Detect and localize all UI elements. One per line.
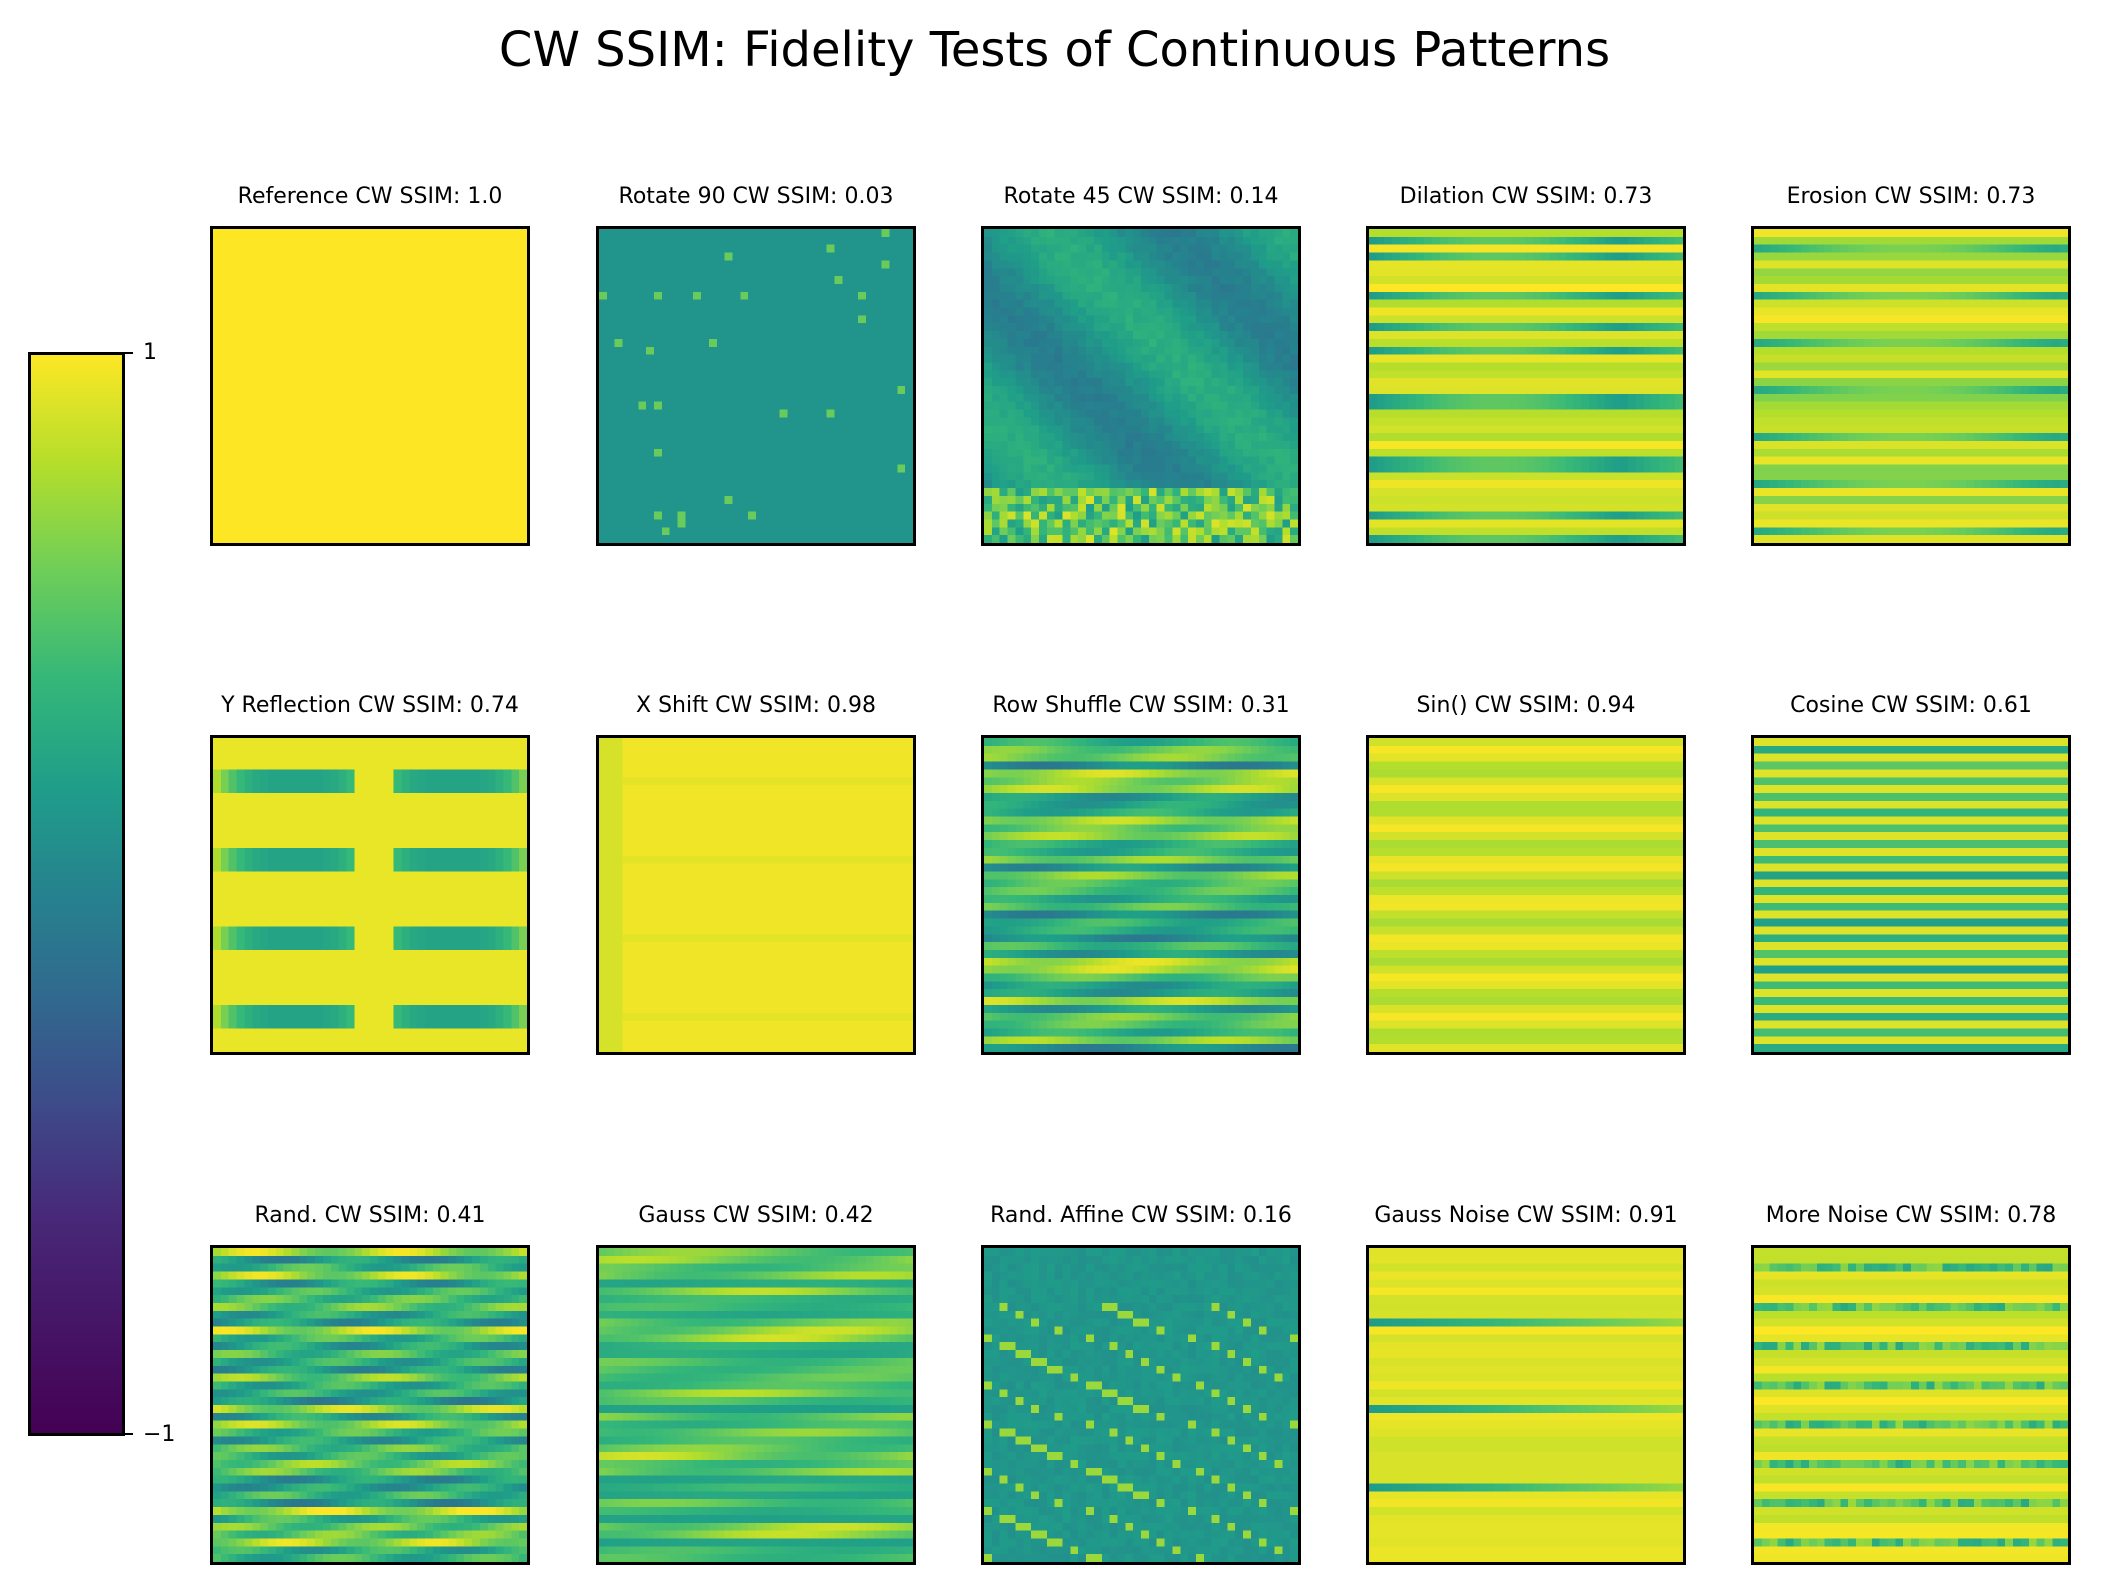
panel-title: Y Reflection CW SSIM: 0.74: [221, 693, 519, 718]
heatmap-image: [599, 738, 913, 1052]
heatmap-panel: [210, 226, 530, 546]
heatmap-panel: [981, 735, 1301, 1055]
panel-title: Sin() CW SSIM: 0.94: [1416, 693, 1636, 718]
heatmap-panel: [1366, 226, 1686, 546]
colorbar: [28, 352, 125, 1436]
heatmap-panel: [596, 1245, 916, 1565]
panel-title: Cosine CW SSIM: 0.61: [1790, 693, 2032, 718]
panel-title: Rand. CW SSIM: 0.41: [254, 1203, 486, 1228]
figure-title: CW SSIM: Fidelity Tests of Continuous Pa…: [498, 22, 1611, 78]
panel-title: Erosion CW SSIM: 0.73: [1786, 184, 2036, 209]
heatmap-panel: [1751, 226, 2071, 546]
heatmap-image: [1754, 229, 2068, 543]
panel-title: Dilation CW SSIM: 0.73: [1399, 184, 1653, 209]
heatmap-image: [984, 738, 1298, 1052]
heatmap-image: [213, 738, 527, 1052]
heatmap-panel: [1751, 1245, 2071, 1565]
heatmap-image: [599, 229, 913, 543]
heatmap-image: [1754, 738, 2068, 1052]
panel-title: X Shift CW SSIM: 0.98: [636, 693, 876, 718]
panel-title: Rand. Affine CW SSIM: 0.16: [990, 1203, 1292, 1228]
panel-title: Gauss Noise CW SSIM: 0.91: [1374, 1203, 1678, 1228]
panel-title: Rotate 45 CW SSIM: 0.14: [1003, 184, 1279, 209]
heatmap-image: [1369, 229, 1683, 543]
heatmap-panel: [596, 226, 916, 546]
panel-title: Gauss CW SSIM: 0.42: [638, 1203, 874, 1228]
colorbar-label-min: −1: [143, 1422, 176, 1447]
colorbar-tick-min: [125, 1433, 133, 1435]
heatmap-image: [599, 1248, 913, 1562]
heatmap-image: [984, 1248, 1298, 1562]
heatmap-image: [213, 229, 527, 543]
heatmap-panel: [981, 1245, 1301, 1565]
heatmap-panel: [210, 1245, 530, 1565]
panel-title: More Noise CW SSIM: 0.78: [1765, 1203, 2057, 1228]
heatmap-image: [1369, 738, 1683, 1052]
panel-title: Row Shuffle CW SSIM: 0.31: [992, 693, 1290, 718]
heatmap-panel: [981, 226, 1301, 546]
heatmap-panel: [596, 735, 916, 1055]
heatmap-image: [213, 1248, 527, 1562]
heatmap-image: [1754, 1248, 2068, 1562]
panel-title: Rotate 90 CW SSIM: 0.03: [618, 184, 894, 209]
heatmap-panel: [1366, 735, 1686, 1055]
heatmap-panel: [1751, 735, 2071, 1055]
colorbar-label-max: 1: [143, 340, 157, 365]
heatmap-panel: [1366, 1245, 1686, 1565]
heatmap-image: [1369, 1248, 1683, 1562]
heatmap-image: [984, 229, 1298, 543]
panel-title: Reference CW SSIM: 1.0: [237, 184, 503, 209]
heatmap-panel: [210, 735, 530, 1055]
colorbar-tick-max: [125, 352, 133, 354]
